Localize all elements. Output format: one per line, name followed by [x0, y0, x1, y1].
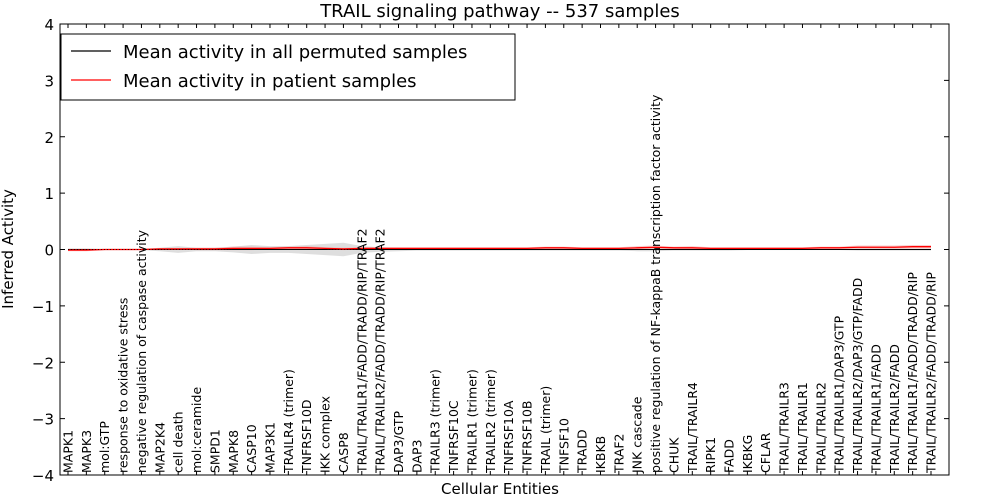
x-tick-label: TRAILR2 (trimer): [483, 369, 498, 474]
x-tick-label: MAPK8: [226, 430, 241, 473]
y-tick-label: −4: [32, 467, 54, 485]
x-axis: MAPK1 MAPK3 mol:GTP response to oxidative s…: [61, 24, 939, 475]
x-tick-label: negative regulation of caspase activity: [134, 229, 149, 473]
x-tick-label: FADD: [722, 439, 737, 473]
x-tick-label: MAP2K4: [152, 422, 167, 473]
x-tick-label: TRADD: [575, 429, 590, 474]
x-tick-label: CHUK: [666, 437, 681, 473]
x-tick-label: IKK complex: [318, 396, 333, 473]
x-tick-label: CASP8: [336, 432, 351, 473]
x-tick-label: TRAIL/TRAILR2/FADD/TRADD/RIP: [924, 272, 939, 474]
x-tick-label: MAPK1: [61, 430, 76, 473]
x-tick-label: MAPK3: [79, 430, 94, 473]
x-tick-label: IKBKG: [740, 435, 755, 473]
y-tick-label: 1: [44, 185, 54, 203]
series-lines: [68, 246, 931, 251]
x-axis-label: Cellular Entities: [441, 480, 559, 498]
x-tick-label: JNK cascade: [630, 396, 645, 474]
x-tick-label: TRAF2: [611, 433, 626, 474]
y-tick-label: 2: [44, 129, 54, 147]
x-tick-label: TRAIL (trimer): [538, 386, 553, 474]
y-tick-label: −1: [32, 298, 54, 316]
x-tick-label: mol:ceramide: [189, 387, 204, 473]
x-tick-label: DAP3: [409, 440, 424, 473]
x-tick-label: TRAIL/TRAILR1: [795, 382, 810, 474]
x-tick-label: mol:GTP: [97, 421, 112, 473]
x-tick-label: positive regulation of NF-kappaB transcr…: [648, 94, 663, 473]
x-tick-label: TRAIL/TRAILR2/FADD: [887, 344, 902, 474]
y-axis-label: Inferred Activity: [0, 189, 17, 309]
x-tick-label: cell death: [171, 411, 186, 473]
x-tick-label: TRAIL/TRAILR1/FADD: [868, 344, 883, 474]
x-tick-label: RIPK1: [703, 437, 718, 473]
x-tick-label: DAP3/GTP: [391, 410, 406, 473]
series-line-1: [68, 246, 931, 251]
chart-title: TRAIL signaling pathway -- 537 samples: [319, 1, 680, 22]
x-tick-label: TRAILR4 (trimer): [281, 369, 296, 474]
legend-label-permuted: Mean activity in all permuted samples: [123, 42, 467, 63]
x-tick-label: TNFRSF10C: [446, 400, 461, 474]
x-tick-label: CASP10: [244, 424, 259, 473]
x-tick-label: IKBKB: [593, 436, 608, 473]
x-tick-label: TRAIL/TRAILR2/DAP3/GTP/FADD: [850, 278, 865, 474]
y-tick-label: −3: [32, 411, 54, 429]
x-tick-label: TRAIL/TRAILR1/DAP3/GTP: [832, 315, 847, 474]
y-tick-label: 0: [44, 242, 54, 260]
x-tick-label: TRAIL/TRAILR1/FADD/TRADD/RIP: [905, 272, 920, 474]
x-tick-label: TNFRSF10A: [501, 400, 516, 474]
x-tick-label: TRAIL/TRAILR2/FADD/TRADD/RIP/TRAF2: [373, 228, 388, 474]
x-tick-label: TNFSF10: [556, 418, 571, 474]
legend: Mean activity in all permuted samples Me…: [60, 33, 516, 101]
legend-label-patient: Mean activity in patient samples: [123, 71, 417, 92]
x-tick-label: TRAIL/TRAILR2: [813, 382, 828, 474]
x-tick-label: TRAIL/TRAILR1/FADD/TRADD/RIP/TRAF2: [354, 228, 369, 474]
x-tick-label: TRAILR1 (trimer): [464, 369, 479, 474]
y-axis: 4 3 2 1 0 −1 −2 −3 −4: [32, 16, 949, 485]
y-tick-label: 3: [44, 72, 54, 90]
x-tick-label: TNFRSF10B: [520, 401, 535, 474]
legend-box: [60, 33, 516, 101]
x-tick-label: MAP3K1: [262, 422, 277, 473]
x-tick-label: CFLAR: [758, 432, 773, 473]
y-tick-label: −2: [32, 354, 54, 372]
x-tick-label: TRAIL/TRAILR4: [685, 382, 700, 474]
x-tick-label: TRAILR3 (trimer): [428, 369, 443, 474]
x-tick-label: TRAIL/TRAILR3: [777, 382, 792, 474]
y-tick-label: 4: [44, 16, 54, 34]
x-tick-label: response to oxidative stress: [116, 298, 131, 473]
x-tick-label: TNFRSF10D: [299, 399, 314, 474]
x-tick-label: SMPD1: [207, 429, 222, 473]
